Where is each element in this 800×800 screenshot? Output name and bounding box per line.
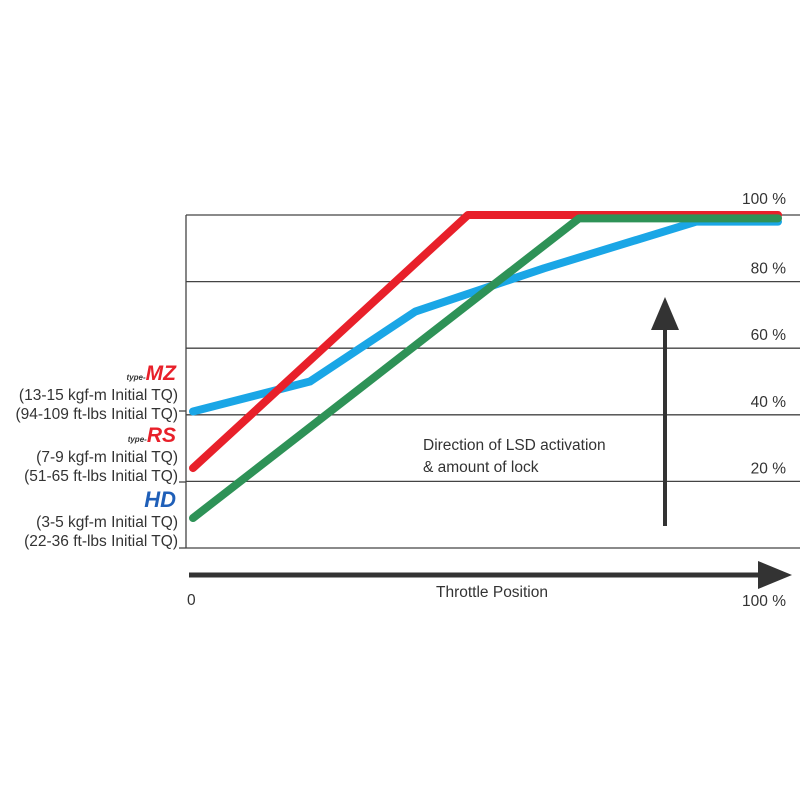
product-kgf: (13-15 kgf-m Initial TQ) bbox=[19, 387, 178, 404]
product-ftlbs: (51-65 ft-lbs Initial TQ) bbox=[24, 468, 178, 485]
logo-name: RS bbox=[147, 424, 176, 447]
annotation-line-1: Direction of LSD activation bbox=[423, 437, 606, 454]
arrow-right-icon bbox=[758, 561, 792, 589]
grid bbox=[179, 214, 800, 549]
series-line-HD bbox=[189, 214, 782, 523]
logo-prefix: type- bbox=[127, 373, 146, 382]
x-tick-100: 100 % bbox=[742, 593, 786, 610]
product-kgf: (7-9 kgf-m Initial TQ) bbox=[36, 449, 178, 466]
product-ftlbs: (94-109 ft-lbs Initial TQ) bbox=[15, 406, 178, 423]
product-logo-HD: HD bbox=[144, 487, 176, 512]
product-kgf: (3-5 kgf-m Initial TQ) bbox=[36, 514, 178, 531]
series-line-RS bbox=[189, 211, 782, 473]
y-tick-20: 20 % bbox=[751, 460, 787, 477]
product-logo-RS: type-RS bbox=[128, 424, 176, 447]
product-labels: type-MZ(13-15 kgf-m Initial TQ)(94-109 f… bbox=[15, 362, 178, 550]
arrow-up-icon bbox=[651, 297, 679, 330]
y-tick-labels: 20 % 40 % 60 % 80 % 100 % bbox=[742, 191, 786, 477]
y-tick-40: 40 % bbox=[751, 394, 787, 411]
annotation-line-2: & amount of lock bbox=[423, 459, 539, 476]
x-axis-label: Throttle Position bbox=[436, 584, 548, 601]
lsd-direction-arrow bbox=[651, 297, 679, 526]
y-tick-100: 100 % bbox=[742, 191, 786, 208]
product-ftlbs: (22-36 ft-lbs Initial TQ) bbox=[24, 533, 178, 550]
x-axis-arrow bbox=[189, 561, 792, 589]
y-tick-80: 80 % bbox=[751, 261, 787, 278]
logo-name: HD bbox=[144, 487, 176, 512]
y-tick-60: 60 % bbox=[751, 327, 787, 344]
logo-prefix: type- bbox=[128, 435, 147, 444]
product-logo-MZ: type-MZ bbox=[127, 362, 178, 385]
series-lines bbox=[189, 211, 782, 523]
logo-name: MZ bbox=[146, 362, 177, 385]
x-tick-0: 0 bbox=[187, 592, 196, 609]
